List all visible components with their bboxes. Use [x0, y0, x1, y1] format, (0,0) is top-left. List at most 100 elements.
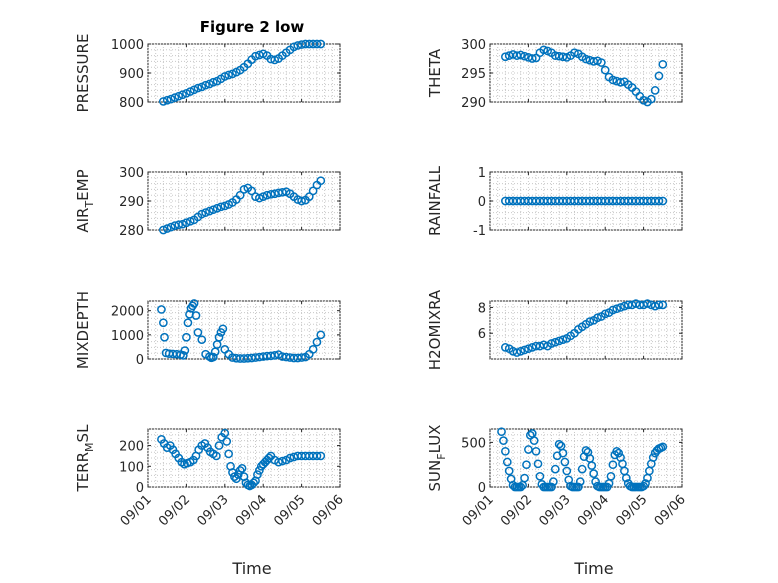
y-axis-label-tail: EMP: [74, 169, 92, 200]
y-tick-label: 900: [119, 67, 144, 82]
x-axis-label-left: Time: [231, 559, 271, 578]
data-point: [616, 77, 625, 87]
data-point: [191, 311, 201, 320]
series-air_temp: [159, 176, 326, 235]
data-point: [316, 330, 326, 340]
data-point: [316, 39, 326, 49]
subplot-sun_flux: 09/01 09/02 09/03 09/04 09/05 09/06 0 500 SUNFLU…: [426, 425, 689, 530]
data-point: [621, 473, 631, 483]
series-mixdepth: [157, 299, 326, 363]
x-tick-label: 09/01: [118, 492, 155, 529]
data-point: [516, 50, 526, 60]
x-tick-label: 09/06: [310, 492, 347, 529]
data-point: [289, 42, 299, 52]
data-point: [312, 451, 322, 461]
y-tick-label: 0: [136, 481, 144, 496]
data-point: [235, 190, 245, 200]
data-point: [516, 482, 526, 492]
data-point: [654, 196, 664, 206]
data-point: [658, 196, 668, 206]
y-tick-label: 8: [478, 301, 486, 316]
data-point: [193, 328, 203, 337]
data-point: [497, 427, 506, 437]
data-point: [516, 346, 526, 356]
subplot-h2omixra: 6 8 H2OMIXRA: [426, 289, 683, 370]
data-point: [520, 345, 529, 355]
data-point: [166, 94, 176, 104]
data-point: [600, 65, 610, 75]
data-point: [547, 482, 556, 492]
data-point: [643, 299, 652, 308]
data-point: [231, 474, 241, 484]
data-point: [197, 209, 207, 219]
data-point: [182, 218, 191, 228]
y-axis-label-main: H2OMIXRA: [426, 289, 444, 370]
y-axis-label-main: AIR: [74, 208, 92, 233]
data-point: [501, 52, 510, 62]
data-point: [255, 466, 264, 475]
x-tick-label: 09/04: [233, 492, 270, 529]
data-point: [531, 446, 541, 456]
data-point: [297, 353, 306, 362]
data-point: [247, 186, 257, 196]
data-point: [312, 337, 322, 347]
data-point: [216, 202, 226, 212]
data-point: [581, 446, 591, 455]
y-axis-label-subscript: T: [83, 201, 96, 209]
data-point: [162, 224, 172, 233]
figure-title: Figure 2 low: [200, 18, 305, 36]
data-point: [224, 449, 233, 459]
data-point: [178, 90, 187, 100]
data-point: [612, 304, 622, 314]
data-point: [220, 428, 230, 438]
data-point: [501, 343, 510, 352]
data-point: [581, 54, 591, 64]
y-axis-label-tail: SL: [74, 424, 92, 443]
y-tick-label: 295: [461, 67, 486, 82]
data-point: [608, 75, 618, 85]
subplot-terr_msl: 09/01 09/02 09/03 09/04 09/05 09/06 0 100 200 TER…: [74, 424, 347, 529]
data-point: [524, 445, 533, 454]
x-tick-label: 09/06: [652, 492, 689, 529]
data-point: [278, 456, 287, 466]
data-point: [535, 471, 545, 481]
y-tick-label: 2000: [111, 305, 144, 320]
data-point: [218, 324, 228, 334]
y-axis-label-main: TERR: [74, 452, 92, 493]
data-point: [228, 468, 237, 477]
data-point: [205, 206, 214, 216]
y-tick-label: 300: [461, 38, 486, 53]
x-tick-label: 09/03: [195, 492, 232, 529]
x-tick-label: 09/04: [575, 492, 612, 529]
y-tick-label: 200: [119, 440, 144, 455]
y-tick-label: 290: [119, 195, 144, 210]
data-point: [308, 344, 318, 354]
data-point: [558, 448, 568, 458]
y-axis-label-main: THETA: [426, 48, 444, 98]
data-point: [316, 451, 326, 461]
data-point: [499, 436, 508, 445]
data-point: [550, 464, 560, 474]
data-point: [201, 208, 210, 217]
y-axis-label: H2OMIXRA: [426, 289, 444, 370]
y-tick-label: 800: [119, 96, 144, 111]
x-axis-label-right: Time: [573, 559, 613, 578]
data-point: [512, 348, 522, 357]
y-tick-label: 1: [478, 166, 486, 181]
data-point: [547, 339, 556, 348]
series-terr_msl: [157, 428, 326, 491]
series-h2omixra: [501, 299, 668, 357]
y-tick-label: -1: [473, 224, 486, 239]
subplot-theta: 290 295 300 THETA: [426, 38, 683, 111]
data-point: [316, 176, 326, 186]
data-point: [249, 478, 258, 488]
data-point: [222, 437, 232, 446]
data-point: [166, 222, 176, 232]
data-point: [650, 86, 660, 95]
data-point: [641, 479, 650, 488]
data-point: [606, 471, 616, 481]
series-theta: [501, 45, 668, 107]
y-tick-label: 100: [119, 460, 144, 475]
subplot-rainfall: -1 0 1 RAINFALL: [426, 165, 683, 239]
